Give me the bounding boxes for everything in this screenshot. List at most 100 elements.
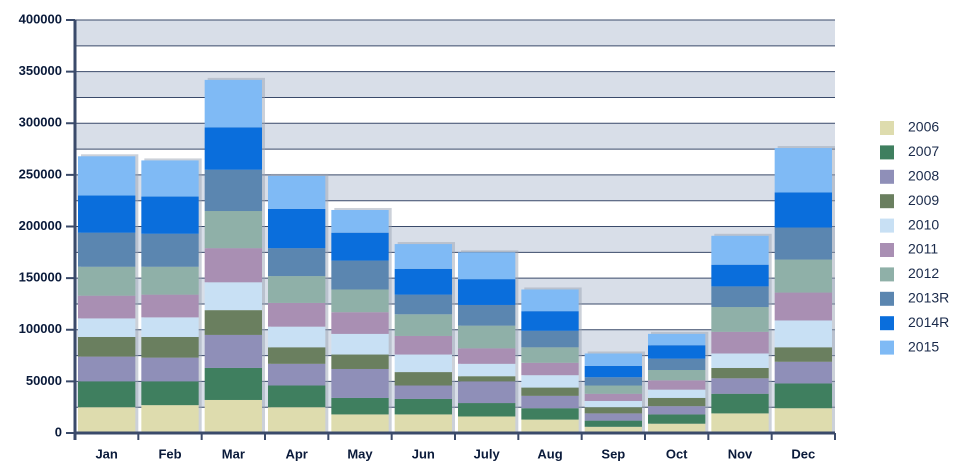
- bar-segment: [331, 260, 389, 290]
- bar-segment: [268, 276, 326, 303]
- bar-segment: [458, 325, 516, 349]
- bar-segment: [268, 208, 326, 249]
- bar-segment: [204, 334, 262, 368]
- bar-segment: [711, 353, 769, 368]
- x-tick-label: Apr: [285, 446, 307, 461]
- bar-segment: [584, 377, 642, 386]
- bar-segment: [521, 289, 579, 312]
- bar-segment: [78, 232, 136, 267]
- bar-segment: [331, 333, 389, 355]
- y-tick-label: 150000: [19, 270, 62, 285]
- bar-segment: [394, 398, 452, 415]
- bar-segment: [78, 195, 136, 233]
- bar-segment: [711, 393, 769, 414]
- bar-segment: [268, 175, 326, 209]
- y-tick-label: 100000: [19, 321, 62, 336]
- bar-segment: [648, 333, 706, 346]
- x-tick-label: Oct: [666, 446, 688, 461]
- bar-segment: [648, 406, 706, 415]
- x-tick-label: Feb: [158, 446, 181, 461]
- bar-segment: [204, 169, 262, 212]
- y-tick-label: 0: [55, 424, 62, 439]
- bar-segment: [394, 335, 452, 355]
- plot-band: [75, 123, 835, 150]
- bar-segment: [141, 233, 199, 267]
- bar-segment: [394, 372, 452, 386]
- bar-segment: [521, 387, 579, 396]
- bar-segment: [584, 393, 642, 401]
- bar-segment: [78, 156, 136, 196]
- bar-segment: [584, 426, 642, 433]
- bar-segment: [458, 403, 516, 417]
- legend-label: 2012: [908, 265, 939, 281]
- bar-segment: [458, 304, 516, 326]
- bar-segment: [394, 268, 452, 295]
- bar-segment: [78, 336, 136, 357]
- bar-segment: [78, 295, 136, 319]
- bar-segment: [331, 414, 389, 433]
- bar-segment: [268, 326, 326, 348]
- bar-segment: [78, 381, 136, 408]
- legend-label: 2009: [908, 192, 939, 208]
- bar-segment: [521, 311, 579, 331]
- bar-segment: [458, 348, 516, 364]
- bar-segment: [331, 312, 389, 334]
- y-tick-label: 350000: [19, 63, 62, 78]
- bar-segment: [268, 347, 326, 364]
- plot-band: [75, 20, 835, 46]
- bar-segment: [584, 400, 642, 408]
- x-tick-label: July: [474, 446, 501, 461]
- bar-segment: [774, 148, 832, 193]
- legend-swatch: [880, 145, 894, 160]
- bar-segment: [394, 385, 452, 399]
- bar-segment: [521, 375, 579, 388]
- bar-segment: [268, 248, 326, 277]
- bar-segment: [521, 419, 579, 433]
- bar-segment: [774, 192, 832, 228]
- y-tick-label: 250000: [19, 166, 62, 181]
- legend-label: 2007: [908, 143, 939, 159]
- bar-segment: [458, 416, 516, 433]
- bar-segment: [331, 397, 389, 415]
- bar-segment: [141, 196, 199, 234]
- bar-segment: [141, 381, 199, 406]
- bar-segment: [774, 408, 832, 433]
- bar-segment: [648, 397, 706, 407]
- bar-segment: [521, 347, 579, 363]
- bar-segment: [711, 286, 769, 308]
- bar-segment: [711, 413, 769, 433]
- bar-segment: [711, 307, 769, 332]
- bar-segment: [584, 407, 642, 414]
- bar-segment: [331, 232, 389, 261]
- bar-segment: [711, 235, 769, 265]
- bar-segment: [78, 407, 136, 433]
- legend-swatch: [880, 267, 894, 282]
- bar-segment: [584, 420, 642, 427]
- bar-segment: [711, 331, 769, 354]
- y-tick-label: 200000: [19, 218, 62, 233]
- x-tick-label: Sep: [601, 446, 625, 461]
- legend-swatch: [880, 340, 894, 355]
- bar-segment: [204, 310, 262, 335]
- bar-segment: [521, 408, 579, 420]
- bar-segment: [648, 414, 706, 424]
- bar-segment: [204, 79, 262, 128]
- bar-segment: [204, 399, 262, 433]
- bar-segment: [521, 395, 579, 409]
- bar-segment: [268, 302, 326, 327]
- x-tick-label: Aug: [537, 446, 562, 461]
- bar-segment: [204, 211, 262, 249]
- bar-segment: [78, 356, 136, 382]
- legend-label: 2015: [908, 338, 939, 354]
- bar-segment: [141, 266, 199, 295]
- bar-segment: [141, 405, 199, 433]
- bar-segment: [774, 347, 832, 362]
- bar-segment: [584, 365, 642, 378]
- bar-segment: [331, 209, 389, 233]
- bar-segment: [584, 385, 642, 394]
- legend-swatch: [880, 291, 894, 306]
- x-tick-label: May: [347, 446, 373, 461]
- legend-swatch: [880, 169, 894, 184]
- bar-segment: [268, 385, 326, 408]
- bar-segment: [774, 361, 832, 384]
